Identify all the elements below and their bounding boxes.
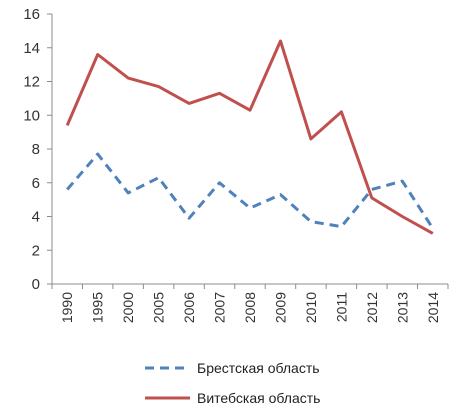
series-line-1 xyxy=(66,152,435,230)
x-tick-label: 2007 xyxy=(212,292,228,323)
y-tick-label: 14 xyxy=(23,40,40,57)
legend-label-1: Брестская область xyxy=(197,360,320,376)
x-tick-label: 2008 xyxy=(242,292,258,323)
series-layer xyxy=(65,39,435,235)
x-tick-label: 2014 xyxy=(425,292,441,323)
y-tick-label: 6 xyxy=(32,175,40,192)
y-tick-label: 8 xyxy=(32,141,40,158)
x-tick-label: 2009 xyxy=(272,292,288,323)
y-tick-label: 0 xyxy=(32,276,40,293)
series-line-2 xyxy=(65,39,434,235)
x-tick-label: 2011 xyxy=(333,292,349,322)
x-tick-label: 2013 xyxy=(394,292,410,323)
x-tick-label: 2010 xyxy=(303,292,319,323)
x-tick-label: 2006 xyxy=(181,292,197,323)
y-tick-label: 4 xyxy=(32,209,40,226)
y-tick-label: 16 xyxy=(23,6,40,23)
x-tick-label: 1995 xyxy=(90,292,106,323)
x-tick-label: 2005 xyxy=(151,292,167,323)
y-tick-label: 2 xyxy=(32,242,40,259)
x-tick-label: 1990 xyxy=(59,292,75,323)
legend-label-2: Витебская область xyxy=(197,390,320,406)
x-axis: 1990 1995 2000 2005 2006 2007 2008 2009 2010 2011… xyxy=(51,283,449,323)
y-tick-label: 12 xyxy=(23,74,40,91)
y-tick-label: 10 xyxy=(23,107,40,124)
x-tick-label: 2000 xyxy=(120,292,136,323)
x-tick-label: 2012 xyxy=(364,292,380,323)
legend: Брестская область Витебская область xyxy=(145,360,320,406)
y-axis: 0 2 4 6 8 10 12 14 16 xyxy=(23,6,53,293)
